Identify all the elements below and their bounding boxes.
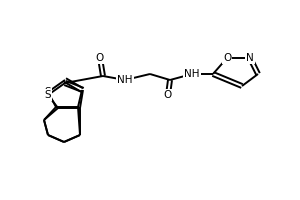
Text: O: O <box>96 53 104 63</box>
Text: NH: NH <box>117 75 133 85</box>
Text: O: O <box>223 53 231 63</box>
Text: O: O <box>164 90 172 100</box>
Text: NH: NH <box>184 69 200 79</box>
Text: S: S <box>45 87 51 97</box>
Text: S: S <box>45 90 51 100</box>
Text: N: N <box>246 53 254 63</box>
